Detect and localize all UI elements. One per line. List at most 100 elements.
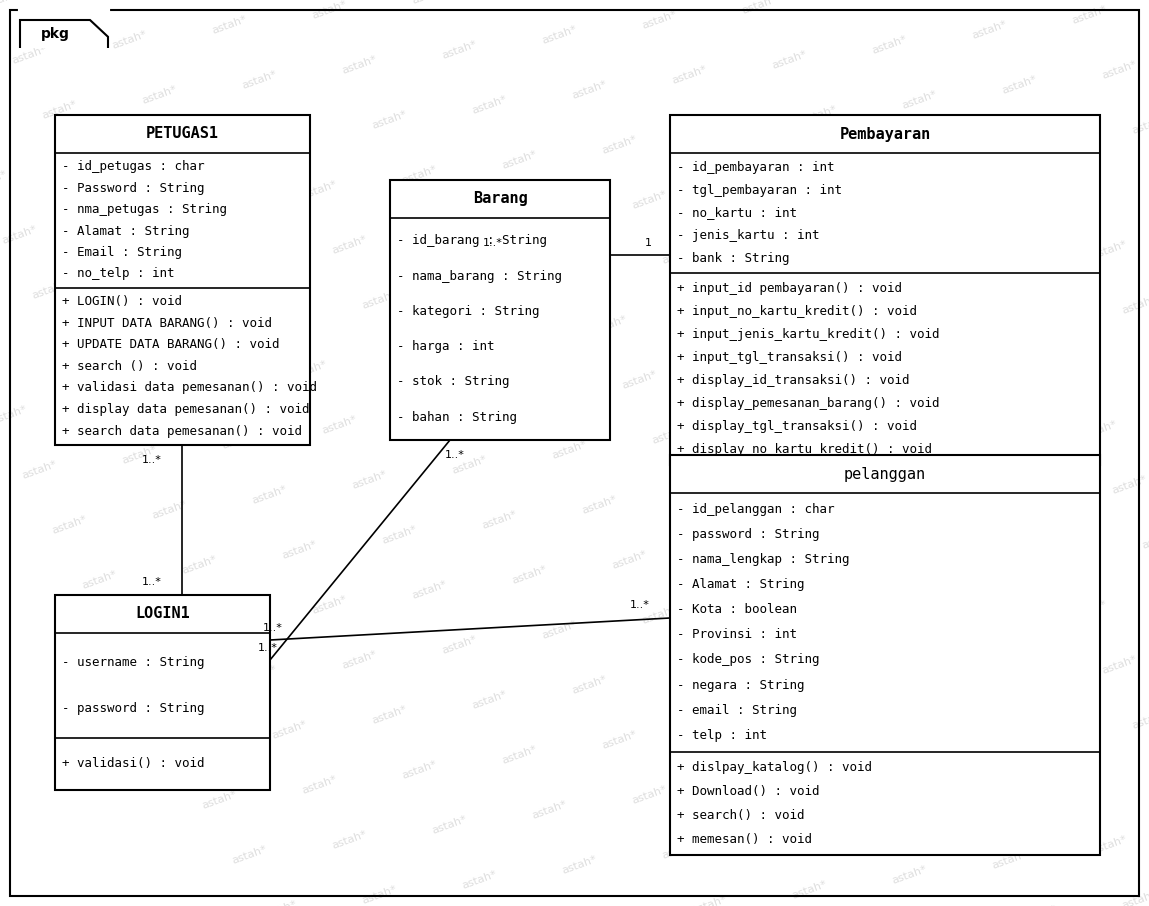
Text: astah*: astah* bbox=[711, 534, 749, 556]
Text: astah*: astah* bbox=[781, 464, 819, 486]
Text: astah*: astah* bbox=[831, 754, 869, 776]
Text: astah*: astah* bbox=[11, 44, 49, 66]
Text: - id_barang : String: - id_barang : String bbox=[398, 235, 547, 247]
Text: + dislpay_katalog() : void: + dislpay_katalog() : void bbox=[677, 761, 872, 774]
Text: LOGIN1: LOGIN1 bbox=[136, 606, 190, 622]
Text: 1..*: 1..* bbox=[263, 623, 283, 633]
Text: astah*: astah* bbox=[731, 174, 769, 196]
Text: astah*: astah* bbox=[771, 49, 809, 71]
Text: astah*: astah* bbox=[121, 444, 159, 466]
Text: astah*: astah* bbox=[722, 354, 759, 376]
Text: astah*: astah* bbox=[822, 339, 859, 361]
Text: astah*: astah* bbox=[31, 279, 69, 301]
Text: astah*: astah* bbox=[361, 884, 399, 906]
Text: astah*: astah* bbox=[691, 894, 728, 906]
Text: astah*: astah* bbox=[921, 324, 959, 346]
Text: + input_jenis_kartu_kredit() : void: + input_jenis_kartu_kredit() : void bbox=[677, 328, 940, 341]
Text: - nama_lengkap : String: - nama_lengkap : String bbox=[677, 553, 849, 566]
Text: pkg: pkg bbox=[40, 27, 69, 41]
Text: + memesan() : void: + memesan() : void bbox=[677, 833, 812, 846]
Text: astah*: astah* bbox=[571, 79, 609, 101]
Text: astah*: astah* bbox=[1101, 59, 1139, 81]
Text: astah*: astah* bbox=[522, 384, 558, 406]
Text: 1: 1 bbox=[645, 238, 651, 248]
Bar bbox=[55, 115, 310, 445]
Text: astah*: astah* bbox=[801, 699, 839, 721]
Text: astah*: astah* bbox=[221, 429, 259, 451]
Text: astah*: astah* bbox=[671, 659, 709, 681]
Text: astah*: astah* bbox=[881, 449, 919, 471]
Text: astah*: astah* bbox=[301, 179, 339, 201]
Text: astah*: astah* bbox=[452, 454, 489, 476]
Text: astah*: astah* bbox=[231, 249, 269, 271]
Text: astah*: astah* bbox=[311, 594, 349, 616]
Text: astah*: astah* bbox=[1092, 239, 1129, 261]
Text: astah*: astah* bbox=[1011, 489, 1049, 511]
Text: + UPDATE DATA BARANG() : void: + UPDATE DATA BARANG() : void bbox=[62, 338, 279, 352]
Text: astah*: astah* bbox=[581, 494, 619, 516]
Text: astah*: astah* bbox=[1071, 4, 1109, 26]
Text: astah*: astah* bbox=[441, 39, 479, 61]
Text: + display_tgl_transaksi() : void: + display_tgl_transaksi() : void bbox=[677, 420, 917, 433]
Text: astah*: astah* bbox=[641, 9, 679, 31]
Text: astah*: astah* bbox=[622, 369, 658, 391]
Text: astah*: astah* bbox=[561, 259, 599, 281]
Text: astah*: astah* bbox=[601, 134, 639, 156]
Bar bbox=[55, 595, 270, 790]
Text: pelanggan: pelanggan bbox=[843, 467, 926, 481]
Text: - password : String: - password : String bbox=[62, 701, 205, 715]
Text: astah*: astah* bbox=[421, 399, 458, 421]
Text: astah*: astah* bbox=[591, 314, 629, 336]
Text: astah*: astah* bbox=[961, 794, 998, 816]
Text: + validasi() : void: + validasi() : void bbox=[62, 757, 205, 770]
Text: astah*: astah* bbox=[691, 299, 728, 321]
Text: astah*: astah* bbox=[761, 824, 799, 846]
Text: 1..*: 1..* bbox=[445, 450, 465, 460]
Text: Pembayaran: Pembayaran bbox=[840, 127, 931, 141]
Text: astah*: astah* bbox=[1081, 419, 1119, 441]
Text: astah*: astah* bbox=[761, 229, 799, 251]
Text: astah*: astah* bbox=[831, 159, 869, 181]
Text: astah*: astah* bbox=[171, 734, 209, 756]
Text: astah*: astah* bbox=[1031, 129, 1069, 151]
Text: astah*: astah* bbox=[861, 809, 899, 831]
Text: astah*: astah* bbox=[51, 514, 88, 536]
Text: astah*: astah* bbox=[341, 649, 379, 671]
Text: astah*: astah* bbox=[541, 24, 579, 46]
Text: astah*: astah* bbox=[892, 864, 928, 886]
Text: astah*: astah* bbox=[271, 124, 309, 146]
Text: + search data pemesanan() : void: + search data pemesanan() : void bbox=[62, 425, 302, 438]
Text: astah*: astah* bbox=[511, 564, 549, 586]
Text: astah*: astah* bbox=[461, 274, 499, 296]
Text: astah*: astah* bbox=[211, 14, 249, 36]
Text: astah*: astah* bbox=[1141, 529, 1149, 551]
Text: astah*: astah* bbox=[401, 759, 439, 781]
Text: - Password : String: - Password : String bbox=[62, 182, 205, 195]
Text: astah*: astah* bbox=[431, 219, 469, 241]
Text: astah*: astah* bbox=[0, 0, 18, 11]
Text: astah*: astah* bbox=[71, 154, 109, 176]
Text: astah*: astah* bbox=[82, 569, 118, 591]
Text: astah*: astah* bbox=[1021, 309, 1059, 331]
Text: - nma_petugas : String: - nma_petugas : String bbox=[62, 203, 228, 217]
Text: astah*: astah* bbox=[1121, 294, 1149, 316]
Text: astah*: astah* bbox=[561, 854, 599, 876]
Text: astah*: astah* bbox=[961, 199, 998, 221]
Text: astah*: astah* bbox=[671, 64, 709, 86]
Text: astah*: astah* bbox=[381, 524, 419, 546]
Text: astah*: astah* bbox=[892, 269, 928, 291]
Text: - jenis_kartu : int: - jenis_kartu : int bbox=[677, 229, 819, 242]
Text: - id_petugas : char: - id_petugas : char bbox=[62, 160, 205, 173]
Text: astah*: astah* bbox=[601, 729, 639, 751]
Text: astah*: astah* bbox=[91, 389, 129, 411]
Text: astah*: astah* bbox=[731, 769, 769, 791]
Text: - harga : int: - harga : int bbox=[398, 340, 494, 353]
Text: - telp : int: - telp : int bbox=[677, 728, 768, 742]
Text: astah*: astah* bbox=[41, 99, 79, 121]
Text: + LOGIN() : void: + LOGIN() : void bbox=[62, 295, 182, 308]
Text: astah*: astah* bbox=[321, 414, 358, 436]
Text: Barang: Barang bbox=[472, 191, 527, 207]
Text: astah*: astah* bbox=[311, 0, 349, 21]
Text: astah*: astah* bbox=[1121, 889, 1149, 906]
Text: astah*: astah* bbox=[391, 344, 429, 366]
